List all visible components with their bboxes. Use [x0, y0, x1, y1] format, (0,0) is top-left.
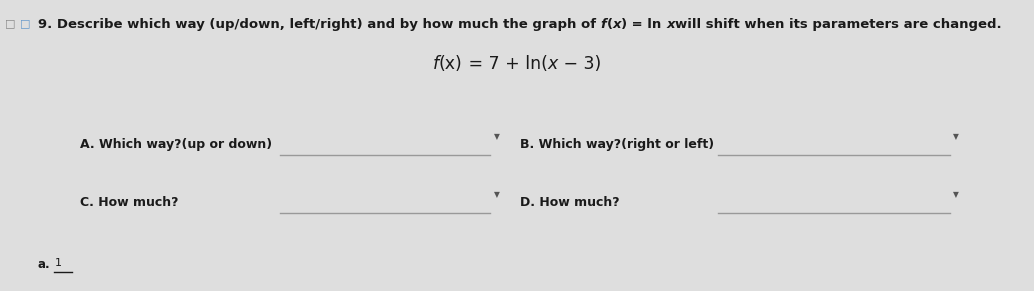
Text: a.: a. [38, 258, 51, 271]
Text: D. How much?: D. How much? [520, 196, 619, 209]
Text: □: □ [5, 18, 16, 28]
Text: C. How much?: C. How much? [80, 196, 179, 209]
Text: (: ( [607, 18, 612, 31]
Text: f: f [433, 55, 439, 73]
Text: x: x [612, 18, 621, 31]
Text: (x): (x) [439, 55, 463, 73]
Text: ▼: ▼ [494, 132, 499, 141]
Text: 1: 1 [55, 258, 62, 268]
Text: 9. Describe which way (up/down, left/right) and by how much the graph of: 9. Describe which way (up/down, left/rig… [38, 18, 601, 31]
Text: = 7 + ln(: = 7 + ln( [463, 55, 548, 73]
Text: ▼: ▼ [953, 190, 959, 199]
Text: = ln: = ln [628, 18, 666, 31]
Text: □: □ [20, 18, 30, 28]
Text: A. Which way?(up or down): A. Which way?(up or down) [80, 138, 272, 151]
Text: ▼: ▼ [953, 132, 959, 141]
Text: ▼: ▼ [494, 190, 499, 199]
Text: x: x [666, 18, 674, 31]
Text: x: x [548, 55, 558, 73]
Text: B. Which way?(right or left): B. Which way?(right or left) [520, 138, 714, 151]
Text: f: f [601, 18, 607, 31]
Text: − 3): − 3) [558, 55, 601, 73]
Text: will shift when its parameters are changed.: will shift when its parameters are chang… [674, 18, 1001, 31]
Text: ): ) [621, 18, 628, 31]
